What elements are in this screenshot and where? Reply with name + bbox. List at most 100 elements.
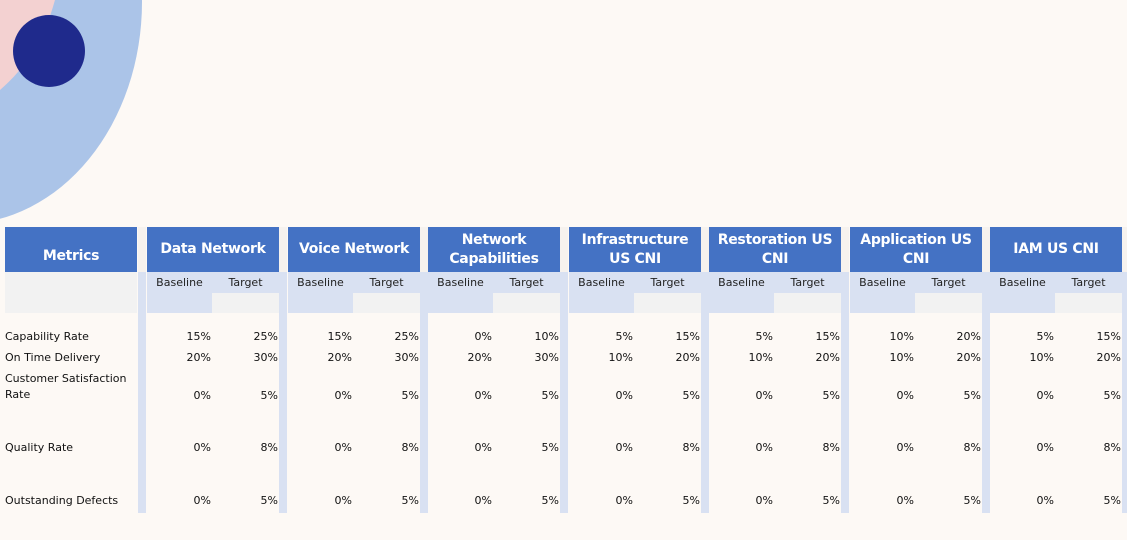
baseline-value: 0% <box>334 389 352 402</box>
metric-label: On Time Delivery <box>5 351 101 364</box>
column-divider-top <box>560 227 568 272</box>
column-divider-top <box>982 227 990 272</box>
target-subheader: Target <box>1055 272 1122 293</box>
baseline-value: 0% <box>615 494 633 507</box>
baseline-value: 0% <box>193 389 211 402</box>
baseline-subheader: Baseline <box>990 272 1055 293</box>
baseline-value: 0% <box>474 330 492 343</box>
baseline-value: 0% <box>1036 441 1054 454</box>
baseline-subheader-blank <box>147 293 212 313</box>
target-value: 15% <box>1096 330 1121 343</box>
target-value: 30% <box>394 351 419 364</box>
baseline-value: 20% <box>327 351 352 364</box>
column-divider <box>560 272 568 513</box>
target-value: 5% <box>822 389 840 402</box>
target-value: 5% <box>1103 494 1121 507</box>
metrics-header: Metrics <box>5 227 137 272</box>
baseline-subheader-blank <box>288 293 353 313</box>
target-value: 25% <box>253 330 278 343</box>
baseline-value: 10% <box>608 351 633 364</box>
target-subheader-blank <box>353 293 420 313</box>
baseline-subheader-blank <box>990 293 1055 313</box>
column-divider-top <box>701 227 709 272</box>
target-subheader-blank <box>915 293 982 313</box>
metric-label: Quality Rate <box>5 441 74 454</box>
group-header: Voice Network <box>288 227 420 272</box>
baseline-value: 0% <box>1036 389 1054 402</box>
baseline-value: 0% <box>755 389 773 402</box>
baseline-value: 10% <box>748 351 773 364</box>
column-divider-top <box>279 227 287 272</box>
baseline-subheader: Baseline <box>569 272 634 293</box>
group-header: IAM US CNI <box>990 227 1122 272</box>
baseline-subheader-blank <box>428 293 493 313</box>
baseline-subheader: Baseline <box>850 272 915 293</box>
baseline-value: 0% <box>755 441 773 454</box>
baseline-subheader: Baseline <box>288 272 353 293</box>
decorative-graphic <box>0 0 1127 225</box>
metric-label: Customer Satisfaction Rate <box>5 372 127 401</box>
baseline-subheader: Baseline <box>147 272 212 293</box>
target-value: 5% <box>682 494 700 507</box>
target-value: 10% <box>534 330 559 343</box>
baseline-subheader: Baseline <box>428 272 493 293</box>
baseline-value: 10% <box>1029 351 1054 364</box>
target-value: 5% <box>541 494 559 507</box>
baseline-subheader-blank <box>850 293 915 313</box>
baseline-value: 10% <box>889 330 914 343</box>
baseline-value: 0% <box>193 441 211 454</box>
baseline-value: 15% <box>186 330 211 343</box>
baseline-value: 0% <box>474 389 492 402</box>
baseline-value: 0% <box>334 441 352 454</box>
target-value: 15% <box>675 330 700 343</box>
column-divider <box>279 272 287 513</box>
baseline-value: 0% <box>334 494 352 507</box>
baseline-value: 0% <box>474 494 492 507</box>
target-value: 20% <box>815 351 840 364</box>
baseline-value: 0% <box>474 441 492 454</box>
target-value: 5% <box>260 389 278 402</box>
column-divider-top <box>1122 227 1127 272</box>
target-subheader-blank <box>774 293 841 313</box>
baseline-value: 0% <box>896 441 914 454</box>
target-value: 5% <box>1103 389 1121 402</box>
target-value: 8% <box>682 441 700 454</box>
target-subheader-blank <box>1055 293 1122 313</box>
metric-label: Outstanding Defects <box>5 494 119 507</box>
column-divider <box>841 272 849 513</box>
baseline-value: 0% <box>755 494 773 507</box>
target-subheader: Target <box>212 272 279 293</box>
target-value: 5% <box>401 494 419 507</box>
column-divider <box>420 272 428 513</box>
baseline-value: 5% <box>615 330 633 343</box>
target-value: 5% <box>541 389 559 402</box>
target-value: 8% <box>260 441 278 454</box>
group-header: Restoration US CNI <box>709 227 841 272</box>
target-subheader-blank <box>212 293 279 313</box>
target-value: 5% <box>822 494 840 507</box>
target-subheader: Target <box>353 272 420 293</box>
target-value: 8% <box>822 441 840 454</box>
baseline-value: 20% <box>467 351 492 364</box>
target-value: 5% <box>541 441 559 454</box>
column-divider <box>982 272 990 513</box>
target-subheader: Target <box>493 272 560 293</box>
column-divider-top <box>138 227 146 272</box>
baseline-subheader-blank <box>709 293 774 313</box>
target-value: 5% <box>963 389 981 402</box>
target-value: 5% <box>260 494 278 507</box>
metrics-table: Metrics Data Network Baseline Target Voice … <box>0 227 1127 513</box>
baseline-value: 15% <box>327 330 352 343</box>
target-value: 8% <box>963 441 981 454</box>
metric-label: Capability Rate <box>5 330 89 343</box>
baseline-value: 5% <box>1036 330 1054 343</box>
target-subheader: Target <box>634 272 701 293</box>
column-divider-top <box>420 227 428 272</box>
baseline-subheader: Baseline <box>709 272 774 293</box>
column-divider <box>1122 272 1127 513</box>
target-value: 20% <box>675 351 700 364</box>
target-subheader-blank <box>634 293 701 313</box>
group-header: Application US CNI <box>850 227 982 272</box>
baseline-value: 0% <box>615 389 633 402</box>
target-value: 30% <box>534 351 559 364</box>
